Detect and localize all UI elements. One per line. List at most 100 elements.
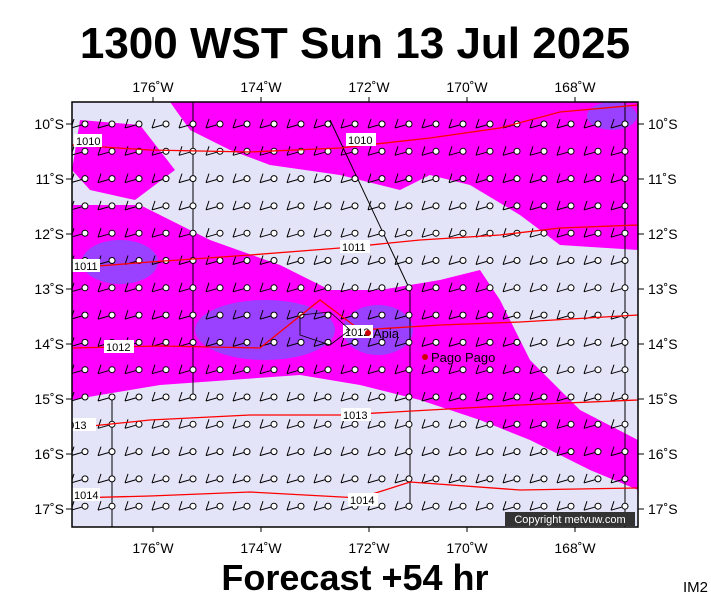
barb-station bbox=[135, 393, 143, 401]
barb-flag bbox=[313, 173, 318, 183]
barb-flag bbox=[124, 501, 129, 511]
isobar-label: 1014 bbox=[74, 490, 98, 502]
barb-station bbox=[432, 147, 440, 155]
barb-station bbox=[567, 448, 575, 456]
barb-flag bbox=[394, 309, 399, 320]
barb-station bbox=[189, 366, 197, 374]
barb-shaft bbox=[503, 534, 517, 538]
barb-station bbox=[378, 147, 386, 155]
barb-station bbox=[378, 393, 386, 401]
barb-flag bbox=[124, 146, 129, 156]
barb-station bbox=[621, 284, 629, 292]
barb-station bbox=[513, 448, 521, 456]
barb-station bbox=[486, 366, 494, 374]
barb-station bbox=[243, 338, 251, 346]
barb-station bbox=[486, 147, 494, 155]
barb-flag bbox=[259, 419, 264, 429]
barb-flag bbox=[502, 501, 507, 511]
barb-station bbox=[243, 366, 251, 374]
barb-flag bbox=[394, 200, 399, 211]
barb-flag bbox=[205, 337, 210, 347]
barb-flag bbox=[421, 200, 426, 211]
barb-flag bbox=[151, 118, 156, 129]
barb-station bbox=[351, 284, 359, 292]
barb-flag bbox=[178, 501, 183, 511]
barb-flag bbox=[286, 255, 291, 265]
barb-flag bbox=[610, 309, 615, 320]
barb-station bbox=[216, 338, 224, 346]
barb-station bbox=[432, 420, 440, 428]
barb-flag bbox=[313, 282, 318, 292]
barb-station bbox=[432, 257, 440, 264]
barb-shaft bbox=[260, 534, 274, 538]
barb-flag bbox=[448, 309, 453, 320]
barb-station bbox=[162, 448, 170, 456]
barb-flag bbox=[448, 173, 453, 183]
barb-flag bbox=[205, 419, 210, 429]
barb-flag bbox=[529, 391, 534, 402]
barb-flag bbox=[394, 146, 399, 156]
barb-station bbox=[189, 448, 197, 456]
barb-station bbox=[108, 366, 116, 374]
barb-flag bbox=[529, 364, 534, 374]
barb-station bbox=[189, 475, 197, 483]
barb-station bbox=[378, 202, 386, 210]
lat-label: 17˚S bbox=[648, 501, 678, 517]
barb-flag bbox=[610, 200, 615, 211]
barb-flag bbox=[232, 446, 237, 456]
barb-flag bbox=[232, 337, 237, 347]
barb-flag bbox=[97, 337, 102, 347]
barb-station bbox=[324, 175, 332, 183]
barb-station bbox=[270, 366, 278, 374]
barb-flag bbox=[367, 146, 372, 156]
barb-station bbox=[567, 393, 575, 401]
barb-flag bbox=[583, 228, 588, 238]
barb-flag bbox=[610, 391, 615, 402]
barb-station bbox=[216, 393, 224, 401]
barb-station bbox=[243, 420, 251, 428]
barb-station bbox=[270, 202, 278, 210]
barb-station bbox=[189, 311, 197, 319]
barb-flag bbox=[151, 391, 156, 402]
barb-flag bbox=[97, 118, 102, 129]
barb-shaft bbox=[557, 534, 571, 538]
barb-flag bbox=[97, 228, 102, 238]
barb-station bbox=[81, 175, 89, 183]
barb-station bbox=[216, 366, 224, 374]
barb-shaft bbox=[287, 534, 301, 538]
barb-flag bbox=[583, 473, 588, 484]
barb-station bbox=[135, 366, 143, 374]
barb-flag bbox=[475, 501, 480, 511]
barb-flag bbox=[286, 228, 291, 238]
barb-flag bbox=[367, 118, 372, 129]
barb-station bbox=[351, 420, 359, 428]
barb-station bbox=[270, 338, 278, 346]
barb-flag bbox=[610, 501, 615, 511]
barb-shaft bbox=[611, 534, 625, 538]
barb-station bbox=[135, 311, 143, 319]
barb-station bbox=[216, 257, 224, 264]
barb-flag bbox=[448, 364, 453, 374]
wind-barbs bbox=[72, 118, 629, 538]
lat-label: 13˚S bbox=[34, 281, 64, 297]
barb-station bbox=[621, 448, 629, 456]
barb-flag bbox=[367, 391, 372, 402]
barb-flag bbox=[421, 501, 426, 511]
barb-station bbox=[216, 420, 224, 428]
barb-flag bbox=[178, 364, 183, 374]
barb-flag bbox=[502, 419, 507, 429]
barb-shaft bbox=[98, 534, 112, 538]
barb-station bbox=[190, 531, 196, 537]
barb-flag bbox=[394, 391, 399, 402]
lon-label: 176˚W bbox=[132, 540, 174, 556]
barb-flag bbox=[313, 309, 318, 320]
barb-station bbox=[567, 311, 575, 319]
barb-station bbox=[162, 475, 170, 483]
barb-station bbox=[433, 531, 439, 537]
barb-flag bbox=[205, 391, 210, 402]
barb-flag bbox=[97, 364, 102, 374]
barb-station bbox=[459, 475, 467, 483]
barb-station bbox=[162, 175, 170, 183]
barb-flag bbox=[205, 309, 210, 320]
barb-station bbox=[216, 284, 224, 292]
